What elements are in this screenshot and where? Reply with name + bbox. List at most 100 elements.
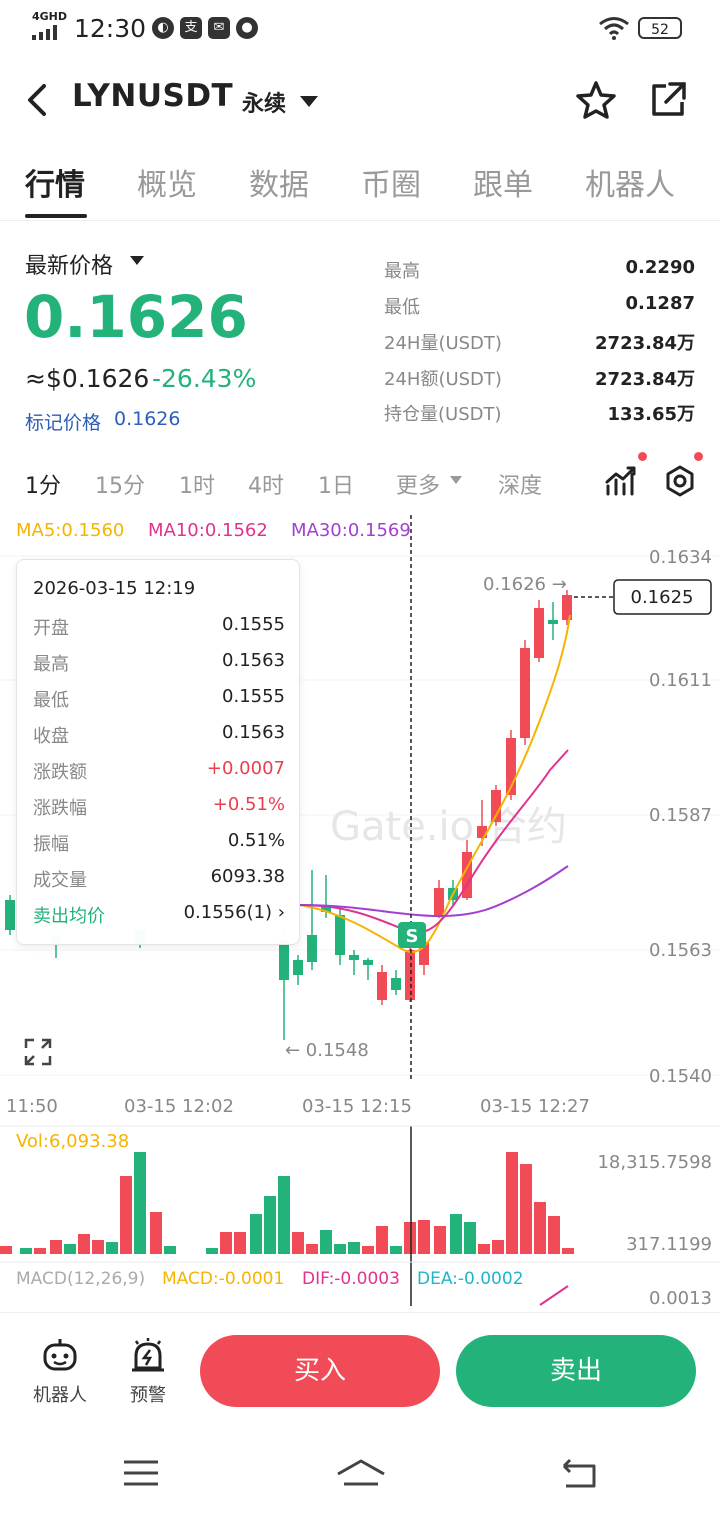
tab-robot[interactable]: 机器人: [585, 168, 675, 203]
ma30-legend: MA30:0.1569: [291, 520, 411, 541]
volume-bar: [278, 1176, 290, 1254]
tooltip-row-close: 收盘 0.1563: [33, 722, 285, 747]
stat-24h-vol-value: 2723.84万: [595, 333, 695, 354]
tab-overview[interactable]: 概览: [137, 168, 197, 203]
latest-price-label[interactable]: 最新价格: [25, 254, 114, 279]
volume-bar: [134, 1152, 146, 1254]
candle-body: [534, 608, 544, 658]
volume-bar: [418, 1220, 430, 1254]
tooltip-row-change: 涨跌额 +0.0007: [33, 758, 285, 783]
menu-nav-icon[interactable]: [122, 1458, 160, 1488]
contract-type[interactable]: 永续: [242, 92, 287, 117]
low-marker: ← 0.1548: [285, 1040, 369, 1061]
volume-bar: [220, 1232, 232, 1254]
pair-title[interactable]: LYNUSDT: [72, 78, 234, 114]
share-icon[interactable]: [648, 80, 688, 120]
mark-price-label: 标记价格: [25, 412, 102, 434]
stat-high-label: 最高: [384, 261, 420, 282]
tooltip-row-high: 最高 0.1563: [33, 650, 285, 675]
volume-bars: [0, 1152, 574, 1254]
macd-axis-label: 0.0013: [649, 1288, 712, 1308]
tab-copy-trade[interactable]: 跟单: [473, 168, 533, 203]
interval-more[interactable]: 更多: [396, 474, 441, 499]
high-marker: 0.1626 →: [483, 574, 567, 595]
volume-bar: [92, 1240, 104, 1254]
volume-bar: [404, 1222, 416, 1254]
volume-bar: [506, 1152, 518, 1254]
ma10-line: [299, 749, 569, 934]
price-axis-label: 0.1634: [649, 547, 712, 568]
tab-community[interactable]: 币圈: [361, 168, 421, 203]
back-nav-icon[interactable]: [560, 1458, 598, 1490]
signal-icon: [32, 25, 57, 40]
candle-body: [363, 960, 373, 965]
robot-label[interactable]: 机器人: [33, 1385, 87, 1406]
candles: [5, 590, 572, 1040]
tooltip-date: 2026-03-15 12:19: [33, 578, 196, 599]
back-icon[interactable]: [22, 82, 54, 118]
tab-data[interactable]: 数据: [249, 168, 309, 203]
mark-price-value: 0.1626: [114, 408, 181, 430]
indicator-icon[interactable]: [604, 464, 638, 498]
volume-axis-label: 18,315.7598: [597, 1152, 712, 1173]
candle-body: [548, 620, 558, 624]
change-percent: -26.43%: [152, 364, 257, 393]
candle-body: [419, 942, 429, 965]
interval-4h[interactable]: 4时: [248, 474, 284, 499]
volume-label: Vol:6,093.38: [16, 1131, 129, 1152]
price-axis-label: 0.1563: [649, 940, 712, 961]
volume-bar: [320, 1230, 332, 1254]
status-time: 12:30: [74, 14, 147, 43]
kline-chart[interactable]: Gate.io 合约 0.1634 0.1611 0.1587 0.1563 0…: [0, 508, 720, 1308]
time-axis-label: 03-15 12:02: [124, 1096, 234, 1117]
network-type: 4GHD: [32, 10, 68, 23]
ma5-line: [299, 614, 571, 953]
buy-button[interactable]: 买入: [200, 1335, 440, 1407]
home-nav-icon[interactable]: [336, 1458, 386, 1492]
stat-24h-vol-label: 24H量(USDT): [384, 333, 502, 354]
candle-body: [5, 900, 15, 930]
settings-icon[interactable]: [664, 465, 696, 497]
tooltip-row-amplitude: 振幅 0.51%: [33, 830, 285, 855]
sell-button[interactable]: 卖出: [456, 1335, 696, 1407]
robot-icon[interactable]: [40, 1336, 80, 1376]
volume-bar: [264, 1196, 276, 1254]
price-type-dropdown-icon[interactable]: [130, 256, 144, 265]
time-axis-label: 03-15 12:15: [302, 1096, 412, 1117]
stat-low-label: 最低: [384, 297, 420, 318]
ma5-legend: MA5:0.1560: [16, 520, 125, 541]
last-price-tag-box: [613, 579, 712, 615]
alert-icon[interactable]: [128, 1336, 168, 1376]
volume-bar: [534, 1202, 546, 1254]
status-bar: 4GHD 12:30 ◐ 支 ✉ ● 52: [0, 0, 720, 60]
price-axis-label: 0.1611: [649, 670, 712, 691]
pair-dropdown-icon[interactable]: [300, 96, 318, 107]
interval-1m[interactable]: 1分: [25, 474, 61, 499]
price-axis-label: 0.1587: [649, 805, 712, 826]
volume-bar: [250, 1214, 262, 1254]
interval-1d[interactable]: 1日: [318, 474, 354, 499]
volume-bar: [376, 1226, 388, 1254]
mail-icon: ✉: [208, 17, 230, 39]
volume-bar: [292, 1232, 304, 1254]
alert-label[interactable]: 预警: [130, 1385, 166, 1406]
tooltip-row-sell-avg[interactable]: 卖出均价 0.1556(1) ›: [33, 902, 285, 927]
volume-bar: [206, 1248, 218, 1254]
stat-open-interest-value: 133.65万: [607, 404, 695, 425]
fullscreen-icon[interactable]: [24, 1038, 52, 1066]
last-price: 0.1626: [24, 283, 248, 351]
dea-value: DEA:-0.0002: [417, 1269, 524, 1289]
interval-1h[interactable]: 1时: [179, 474, 215, 499]
depth-tab[interactable]: 深度: [498, 474, 543, 499]
dif-line: [539, 1285, 569, 1306]
candle-body: [349, 955, 359, 960]
volume-bar: [362, 1246, 374, 1254]
volume-bar: [150, 1212, 162, 1254]
candle-body: [279, 940, 289, 980]
tab-market[interactable]: 行情: [25, 168, 85, 203]
volume-bar: [120, 1176, 132, 1254]
indicator-badge: [638, 452, 647, 461]
star-icon[interactable]: [576, 80, 616, 120]
more-dropdown-icon[interactable]: [450, 476, 462, 484]
interval-15m[interactable]: 15分: [95, 474, 145, 499]
